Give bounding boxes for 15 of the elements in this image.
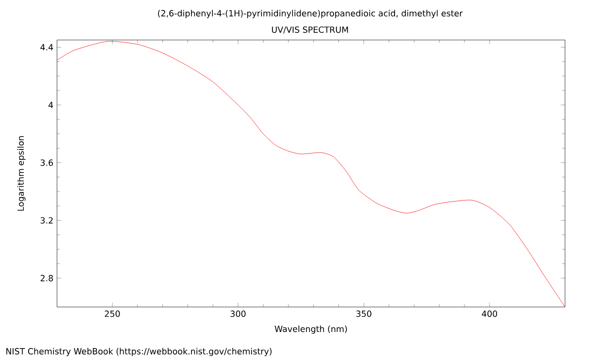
line-series [57,41,566,307]
text: NIST Chemistry WebBook (https://webbook.nist.gov/chemistry) [6,348,272,356]
chart-subtitle: UV/VIS SPECTRUM [272,26,348,34]
x-tick-label: 400 [482,310,498,317]
chart-title: (2,6-diphenyl-4-(1H)-pyrimidinylidene)propanedioic acid, dimethyl ester [158,10,463,18]
y-tick-label: 2.8 [40,274,53,282]
y-tick-label: 3.6 [40,159,53,166]
x-tick-label: 300 [230,310,246,317]
y-axis-title: Logarithm epsilon [17,136,26,211]
x-tick-label: 350 [356,310,372,317]
y-tick-label: 3.2 [40,217,53,224]
y-tick-label: 4 [48,102,54,108]
x-tick-label: 250 [104,310,120,317]
x-axis-title: Wavelength (nm) [274,326,347,334]
y-tick-label: 4.4 [40,44,54,50]
